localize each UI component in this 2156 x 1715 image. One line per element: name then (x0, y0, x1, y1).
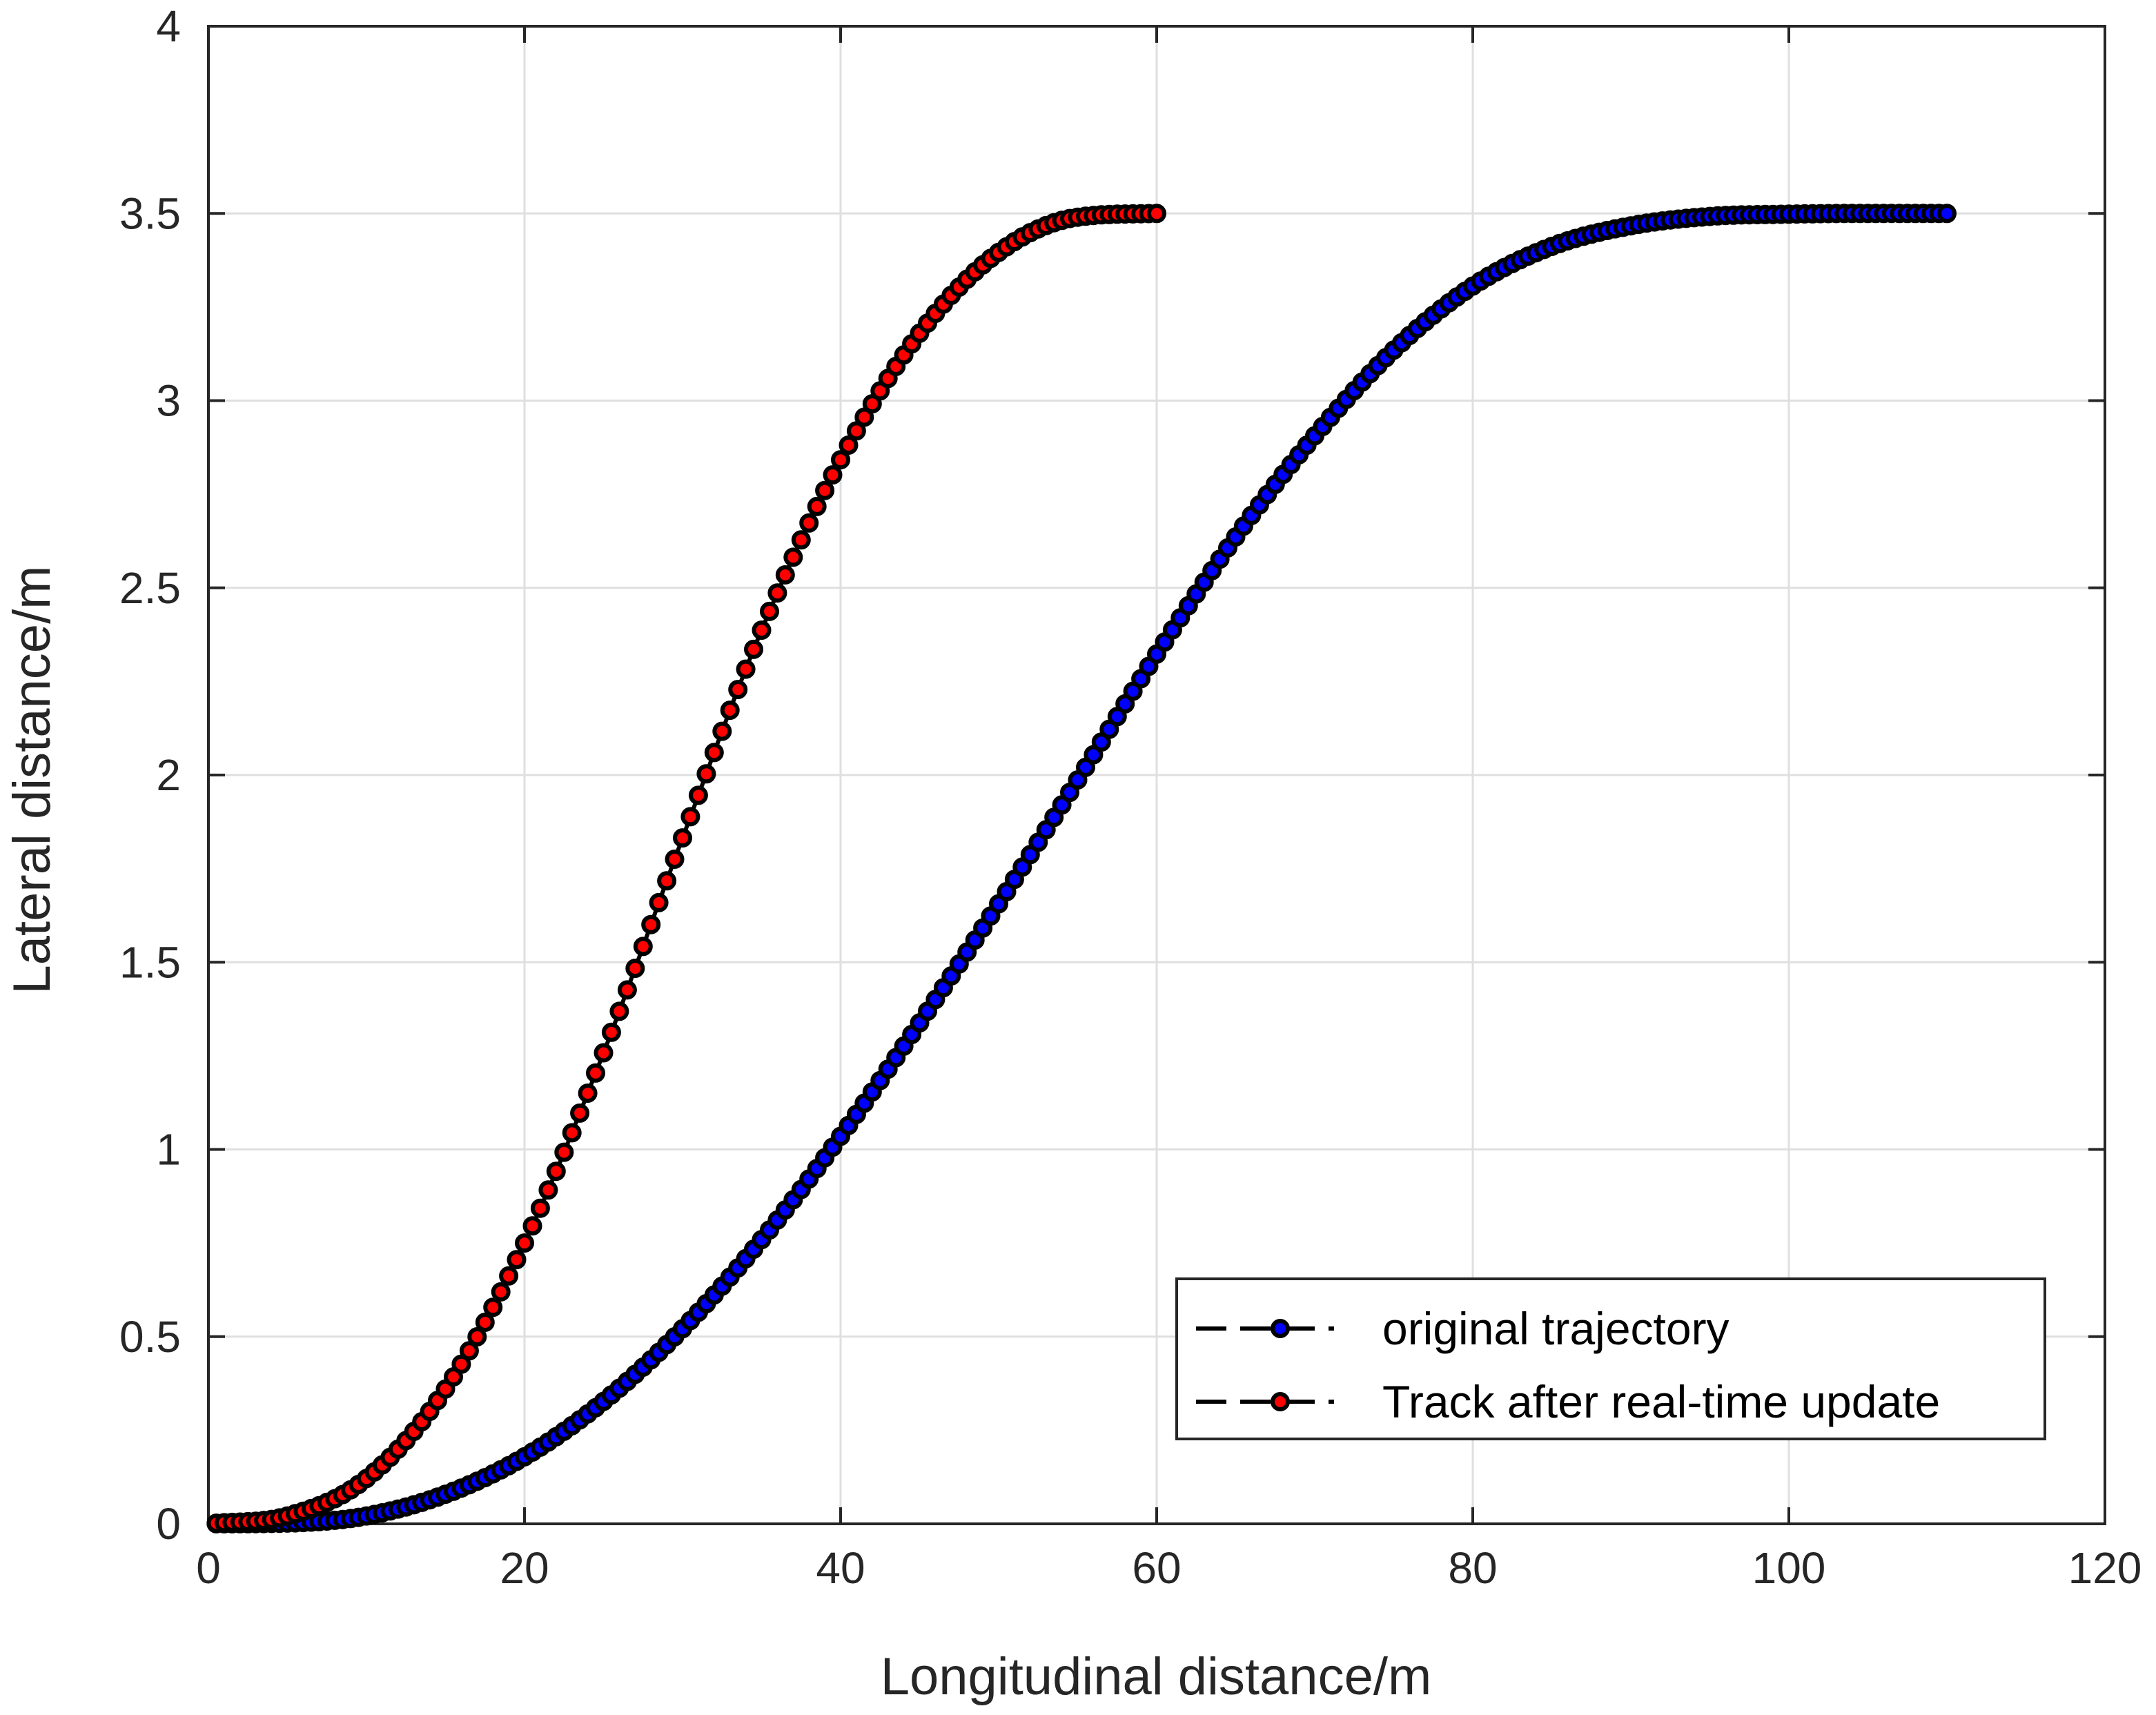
data-point (538, 1180, 558, 1200)
data-point (562, 1123, 582, 1143)
x-tick-label: 0 (196, 1543, 221, 1593)
data-point (1937, 204, 1957, 224)
data-point (665, 850, 685, 869)
legend-marker (1271, 1392, 1290, 1411)
data-point (799, 513, 819, 533)
data-point (641, 914, 661, 934)
data-point (752, 620, 772, 640)
y-tick-label: 3.5 (119, 188, 181, 238)
y-tick-label: 3 (156, 376, 181, 426)
legend-box (1175, 1277, 2046, 1440)
data-point (617, 980, 637, 1000)
data-point (680, 807, 700, 827)
data-point (854, 407, 874, 427)
legend: original trajectory Track after real-time… (1175, 1277, 2046, 1440)
x-tick-label: 20 (500, 1543, 549, 1593)
legend-entry-label: original trajectory (1382, 1303, 1729, 1354)
y-axis-label: Lateral distance/m (3, 566, 61, 994)
y-tick-label: 1.5 (119, 937, 181, 987)
y-tick-label: 0 (156, 1499, 181, 1549)
data-point (783, 547, 803, 567)
x-tick-label: 40 (816, 1543, 865, 1593)
data-point (720, 700, 740, 721)
data-point (483, 1297, 503, 1317)
legend-marker (1271, 1319, 1290, 1338)
data-point (578, 1084, 598, 1103)
data-point (586, 1063, 605, 1083)
data-point (570, 1103, 590, 1123)
x-tick-label: 100 (1752, 1543, 1826, 1593)
data-point (712, 721, 732, 741)
legend-entry-label: Track after real-time update (1382, 1376, 1940, 1427)
x-axis-label: Longitudinal distance/m (881, 1647, 1432, 1706)
y-tick-label: 2 (156, 750, 181, 800)
y-tick-label: 2.5 (119, 563, 181, 613)
data-point (491, 1282, 511, 1302)
x-tick-label: 80 (1448, 1543, 1497, 1593)
data-point (744, 639, 763, 659)
data-point (633, 937, 653, 957)
data-point (507, 1250, 527, 1270)
data-point (696, 764, 716, 784)
data-point (704, 743, 724, 763)
data-point (839, 435, 859, 455)
data-point (688, 785, 708, 805)
data-point (515, 1233, 534, 1253)
data-point (775, 565, 795, 585)
data-point (459, 1341, 479, 1361)
data-point (760, 601, 779, 621)
data-point (823, 465, 843, 485)
series-markers (206, 204, 1166, 1533)
data-point (1147, 204, 1166, 224)
y-tick-label: 4 (156, 1, 181, 51)
data-point (601, 1022, 621, 1042)
x-tick-label: 120 (2068, 1543, 2142, 1593)
data-point (467, 1327, 487, 1346)
data-point (807, 496, 827, 516)
plot-area: 0 20 40 60 80 100 120 0 0.5 1 1.5 2 2.5 3 3.5 4 (119, 1, 2142, 1593)
data-point (522, 1216, 542, 1236)
data-point (451, 1354, 471, 1374)
data-point (546, 1162, 566, 1182)
y-tick-label: 1 (156, 1125, 181, 1175)
data-point (649, 892, 669, 912)
data-point (625, 959, 645, 979)
y-tick-label: 0.5 (119, 1312, 181, 1362)
data-point (530, 1198, 550, 1218)
data-point (499, 1266, 519, 1286)
data-point (475, 1313, 495, 1332)
data-point (728, 680, 748, 700)
x-tick-label: 60 (1132, 1543, 1181, 1593)
data-point (609, 1001, 629, 1021)
data-point (815, 480, 835, 500)
data-point (767, 583, 787, 603)
data-point (554, 1142, 574, 1162)
data-point (657, 871, 677, 891)
data-point (791, 530, 811, 550)
data-point (831, 450, 850, 470)
data-point (846, 421, 866, 441)
data-point (673, 828, 692, 848)
data-point (594, 1043, 614, 1063)
data-point (736, 659, 756, 679)
